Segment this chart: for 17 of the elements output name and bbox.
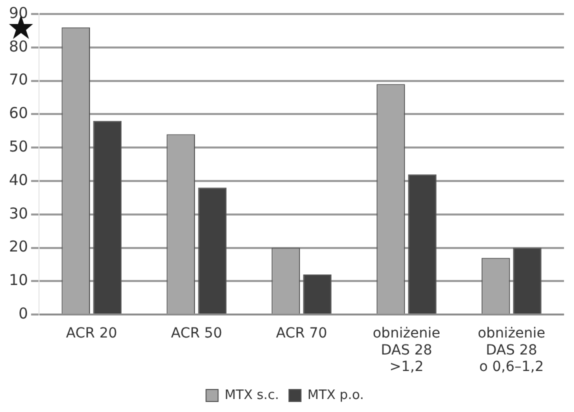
y-tick-label: 30: [8, 204, 28, 222]
x-tick-label: obniżenie DAS 28 >1,2: [372, 326, 440, 376]
x-tick-label: ACR 70: [276, 326, 328, 342]
y-tick-label: 90: [8, 4, 28, 22]
y-tick-label: 40: [8, 170, 28, 189]
legend-label: MTX s.c.: [224, 388, 279, 403]
y-tick-label: 80: [8, 37, 28, 56]
y-tick-label: 10: [8, 271, 28, 290]
y-tick-label: 0: [18, 304, 28, 322]
y-tick-label: 60: [8, 104, 28, 122]
y-tick-label: 50: [8, 137, 28, 156]
x-tick-label: ACR 20: [66, 326, 118, 342]
y-tick-label: 70: [8, 70, 28, 89]
legend-label: MTX p.o.: [307, 388, 364, 403]
x-tick-label: ACR 50: [171, 326, 222, 342]
y-tick-label: 20: [8, 238, 28, 256]
x-tick-label: obniżenie DAS 28 o 0,6–1,2: [478, 326, 546, 376]
